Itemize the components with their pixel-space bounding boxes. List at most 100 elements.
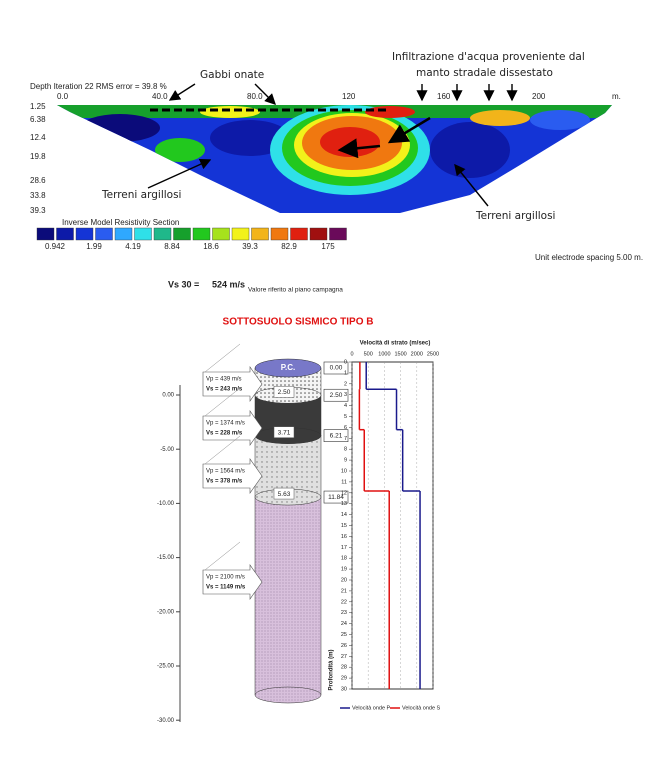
- scale-swatch: [290, 227, 308, 241]
- x-tick-label: 2000: [411, 351, 423, 357]
- y-tick-label: 19: [341, 567, 347, 573]
- vs-label: Vs = 243 m/s: [206, 387, 243, 393]
- depth-box-label: 11.84: [328, 494, 344, 501]
- scale-swatch: [95, 227, 113, 241]
- scale-swatch: [134, 227, 152, 241]
- thickness-label: 3.71: [278, 429, 291, 436]
- depth-label: 19.8: [30, 152, 46, 161]
- depth-box: [323, 361, 349, 375]
- x-tick-label: 0: [350, 351, 353, 357]
- note: Infiltrazione d'acqua proveniente dal: [392, 51, 585, 63]
- depth-label: -30.00: [157, 718, 175, 724]
- scale-swatch: [75, 227, 94, 241]
- x-tick-label: 0.0: [57, 92, 69, 101]
- scale-swatch: [153, 227, 172, 241]
- scale-swatch: [270, 227, 289, 241]
- scale-swatch: [212, 227, 230, 241]
- y-tick-label: 23: [341, 610, 347, 616]
- vs30-value: 524 m/s: [212, 279, 245, 289]
- vp-label: Vp = 439 m/s: [206, 377, 242, 383]
- depth-label: -5.00: [160, 447, 174, 453]
- depth-box-label: 2.50: [330, 392, 343, 399]
- layer: [254, 496, 322, 696]
- y-tick-label: 15: [341, 523, 347, 529]
- thickness-box: [273, 426, 295, 438]
- scale-swatch: [329, 227, 347, 241]
- scale-label: 175: [321, 242, 335, 251]
- y-tick-label: 22: [341, 599, 347, 605]
- depth-box: [323, 388, 349, 402]
- scale-label: 4.19: [125, 242, 141, 251]
- x-tick-label: 2500: [427, 351, 439, 357]
- column-title: SOTTOSUOLO SISMICO TIPO B: [223, 317, 374, 328]
- depth-box-label: 0.00: [330, 365, 343, 372]
- callout: [202, 410, 263, 446]
- depth-label: -20.00: [157, 609, 175, 615]
- layer: [254, 435, 322, 498]
- depth-label: 12.4: [30, 133, 46, 142]
- legend-label: Velocità onde P: [352, 705, 391, 711]
- y-tick-label: 24: [341, 621, 347, 627]
- callout: [202, 366, 263, 402]
- cap-label: P.C.: [281, 363, 296, 372]
- leader: [204, 387, 241, 417]
- depth-box-label: 6.21: [330, 432, 343, 439]
- x-tick-label: 40.0: [152, 92, 168, 101]
- vp-label: Vp = 1374 m/s: [206, 421, 245, 427]
- x-tick-label: 500: [364, 351, 373, 357]
- header: Depth Iteration 22 RMS error = 39.8 %: [30, 82, 167, 91]
- y-tick-label: 6: [344, 425, 347, 431]
- depth-box: [323, 429, 349, 442]
- x-tick-label: 1500: [394, 351, 406, 357]
- thickness-box: [273, 487, 295, 500]
- y-tick-label: 20: [341, 577, 347, 583]
- cap: [254, 358, 322, 378]
- leader: [204, 343, 241, 373]
- y-tick-label: 30: [341, 686, 347, 692]
- chart-title: Velocità di strato (m/sec): [360, 341, 431, 347]
- y-tick-label: 4: [344, 403, 347, 409]
- y-tick-label: 13: [341, 501, 347, 507]
- y-tick-label: 7: [344, 436, 347, 442]
- depth-label: 28.6: [30, 176, 46, 185]
- scale-swatch: [173, 227, 191, 241]
- x-tick-label: 1000: [378, 351, 390, 357]
- y-tick-label: 21: [341, 588, 347, 594]
- y-tick-label: 12: [341, 490, 347, 496]
- y-tick-label: 1: [344, 370, 347, 376]
- y-tick-label: 11: [341, 479, 347, 485]
- y-tick-label: 2: [344, 381, 347, 387]
- depth-label: 33.8: [30, 191, 46, 200]
- callout: [202, 458, 263, 494]
- section-title: Inverse Model Resistivity Section: [62, 218, 179, 227]
- thickness-label: 2.50: [278, 389, 291, 396]
- scale-label: 1.99: [86, 242, 102, 251]
- spacing: Unit electrode spacing 5.00 m.: [535, 253, 643, 262]
- leader: [204, 541, 241, 571]
- vp-label: Vp = 1564 m/s: [206, 469, 245, 475]
- vs30-label: Vs 30 =: [168, 279, 199, 289]
- depth-label: 39.3: [30, 206, 46, 215]
- x-tick-label: 160: [437, 92, 451, 101]
- y-tick-label: 14: [341, 512, 347, 518]
- depth-box: [323, 490, 349, 504]
- y-tick-label: 25: [341, 632, 347, 638]
- y-tick-label: 26: [341, 643, 347, 649]
- depth-label: 0.00: [162, 393, 174, 399]
- y-axis-label: Profondità (m): [329, 650, 335, 691]
- callout: [202, 564, 263, 600]
- y-tick-label: 10: [341, 468, 347, 474]
- y-tick-label: 28: [341, 665, 347, 671]
- vs-label: Vs = 378 m/s: [206, 479, 243, 485]
- y-tick-label: 27: [341, 654, 347, 660]
- y-tick-label: 18: [341, 556, 347, 562]
- depth-label: 1.25: [30, 102, 46, 111]
- vs-label: Vs = 228 m/s: [206, 431, 243, 437]
- legend-label: Velocità onde S: [402, 705, 441, 711]
- arrows: [147, 83, 518, 207]
- scale-swatch: [56, 227, 74, 241]
- x-tick-label: 80.0: [247, 92, 263, 101]
- depth-label: 6.38: [30, 115, 46, 124]
- scale-swatch: [231, 227, 250, 241]
